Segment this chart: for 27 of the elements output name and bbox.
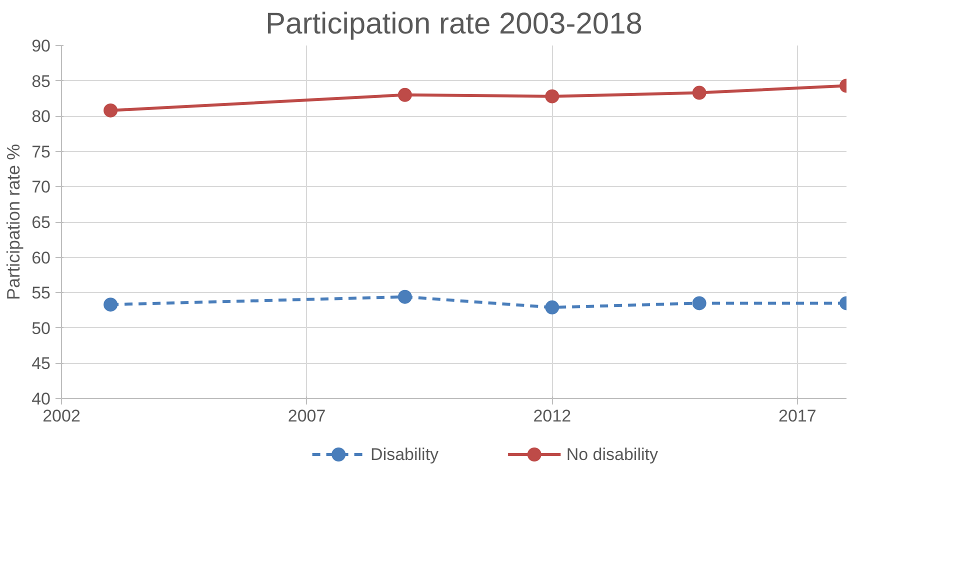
y-tick-label: 40 [32,390,51,408]
chart-title: Participation rate 2003-2018 [266,8,642,40]
legend-label: Disability [370,445,440,464]
y-tick-label: 90 [32,36,51,56]
x-tick-label: 2017 [778,406,816,426]
y-axis-title: Participation rate % [4,144,24,300]
y-tick-label: 85 [32,72,51,91]
point [545,89,560,104]
point [104,103,118,118]
point [545,300,560,314]
y-tick-label: 45 [32,354,51,374]
x-tick-label: 2012 [533,406,572,426]
y-tick-label: 65 [32,213,51,232]
y-tick-label: 75 [32,142,51,162]
point [692,86,706,100]
y-tick-label: 80 [32,107,51,126]
y-tick-label: 60 [32,248,51,268]
point [398,88,412,102]
x-tick-label: 2002 [42,406,80,426]
x-tick-label: 2007 [288,406,326,426]
point [398,290,412,304]
y-tick-label: 70 [32,178,51,197]
point [692,296,706,310]
point [104,298,118,312]
y-tick-label: 55 [32,284,51,303]
y-tick-label: 50 [32,318,51,338]
legend-label: No disability [566,445,658,464]
